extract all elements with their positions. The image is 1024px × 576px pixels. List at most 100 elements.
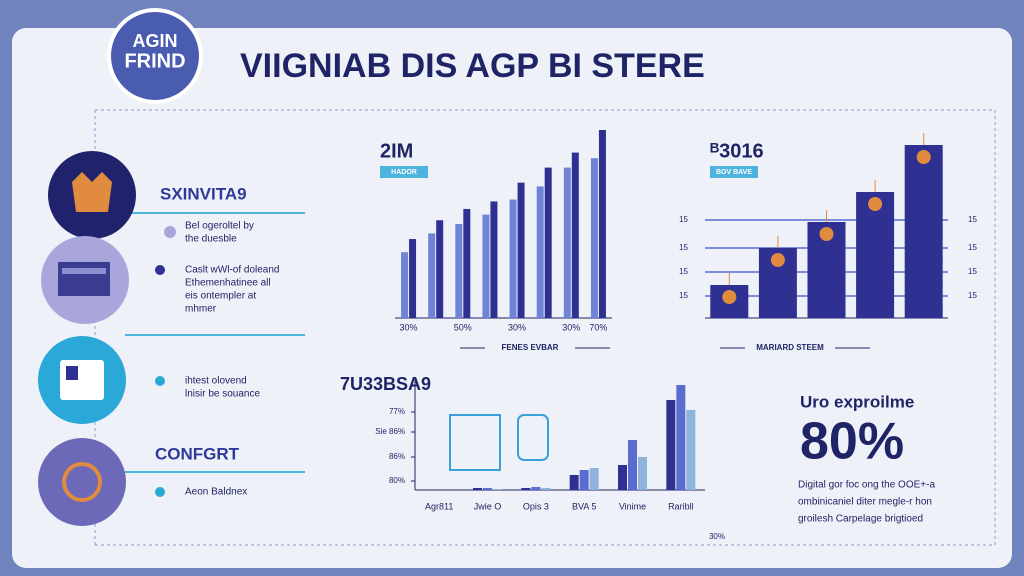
bar bbox=[521, 488, 531, 490]
x-tick-label: 30% bbox=[508, 322, 526, 332]
stat-value: 80% bbox=[800, 413, 904, 471]
x-tick-label: Raribll bbox=[668, 501, 694, 511]
icon bbox=[62, 462, 102, 502]
stat-text: groilesh Carpelage brigtioed bbox=[798, 514, 923, 525]
y-tick-label: 15 bbox=[679, 267, 688, 276]
x-tick-label: Jwie O bbox=[474, 501, 502, 511]
bar bbox=[628, 440, 637, 490]
logo-text: AGIN bbox=[133, 31, 178, 51]
badge bbox=[380, 166, 428, 178]
bar bbox=[856, 192, 895, 318]
icon bbox=[72, 172, 112, 212]
bar bbox=[536, 186, 544, 318]
bar bbox=[544, 167, 552, 318]
bar bbox=[428, 233, 436, 318]
bar bbox=[571, 152, 579, 318]
bar bbox=[579, 470, 589, 490]
bar bbox=[686, 410, 696, 490]
bar bbox=[482, 214, 490, 318]
bar bbox=[598, 130, 606, 318]
bar bbox=[904, 145, 943, 318]
bar bbox=[563, 167, 571, 318]
bar bbox=[569, 475, 579, 490]
bar bbox=[455, 224, 463, 318]
bullet bbox=[164, 226, 176, 238]
logo bbox=[107, 8, 203, 104]
y-tick-label: 15 bbox=[968, 215, 977, 224]
bar bbox=[409, 239, 417, 318]
bar bbox=[490, 201, 498, 318]
bullet bbox=[155, 487, 165, 497]
icon bbox=[517, 414, 549, 461]
bar-icon bbox=[819, 227, 834, 241]
bar bbox=[541, 488, 551, 490]
chart-subtitle: BOV BAVE bbox=[716, 169, 752, 176]
logo-text: FRIND bbox=[124, 50, 185, 72]
bar bbox=[436, 220, 444, 318]
bar bbox=[401, 252, 409, 318]
stat-text: Digital gor foc ong the OOE+-a bbox=[798, 480, 935, 491]
bullet bbox=[155, 265, 165, 275]
text: lnisir be souance bbox=[185, 389, 260, 400]
badge bbox=[710, 166, 758, 178]
x-tick-label: Vinime bbox=[619, 501, 646, 511]
y-tick-label: 15 bbox=[968, 267, 977, 276]
x-axis-label: FENES EVBAR bbox=[502, 343, 559, 352]
y-tick-label: 15 bbox=[679, 215, 688, 224]
charts: 2IM HADOR 30% 50% 30% 30% 70% FENES EVBAR ᴮ3016 B… bbox=[340, 130, 977, 541]
bar-icon bbox=[868, 197, 883, 211]
icon bbox=[58, 262, 110, 296]
chart-title: 2IM bbox=[380, 140, 413, 162]
bar bbox=[473, 488, 482, 490]
bar bbox=[531, 487, 541, 490]
axis-label-bg bbox=[485, 341, 575, 355]
y-tick-label: 86% bbox=[389, 452, 405, 461]
x-tick-label: 30% bbox=[562, 322, 580, 332]
y-tick-label: Sie 86% bbox=[375, 427, 405, 436]
text: Aeon Baldnex bbox=[185, 487, 247, 498]
bar bbox=[618, 465, 627, 490]
y-tick-label: 77% bbox=[389, 407, 405, 416]
y-tick-label: 15 bbox=[679, 243, 688, 252]
bar bbox=[483, 488, 492, 490]
bar bbox=[517, 182, 525, 318]
text: Caslt wWl-of doleand bbox=[185, 265, 279, 276]
text: mhmer bbox=[185, 304, 217, 315]
bar bbox=[493, 489, 502, 490]
heading: CONFGRT bbox=[155, 444, 240, 463]
text: Bel ogeroltel by bbox=[185, 221, 254, 232]
y-tick-label: 15 bbox=[968, 291, 977, 300]
icon bbox=[62, 268, 106, 274]
bar bbox=[590, 158, 598, 318]
text: eis ontempler at bbox=[185, 291, 256, 302]
y-tick-label: 15 bbox=[679, 291, 688, 300]
bar bbox=[463, 208, 471, 318]
x-tick-label: Opis 3 bbox=[523, 501, 549, 511]
bar-icon bbox=[916, 150, 931, 164]
bar bbox=[509, 199, 517, 318]
bar-icon bbox=[722, 290, 737, 304]
x-tick-label: Agr811 bbox=[425, 501, 453, 511]
x-tick-label: 70% bbox=[589, 322, 607, 332]
chart-subtitle: HADOR bbox=[391, 169, 417, 176]
title: VIIGNIAB DIS AGP BI STERE bbox=[240, 47, 705, 85]
y-tick-label: 80% bbox=[389, 476, 405, 485]
icon-circle bbox=[38, 438, 126, 526]
x-note: 30% bbox=[709, 532, 725, 541]
stat-heading: Uro exproilme bbox=[800, 392, 914, 411]
stat-text: ombinicaniel diter megle-r hon bbox=[798, 497, 932, 508]
heading: SXINVITA9 bbox=[160, 184, 247, 203]
x-axis-label: MARIARD STEEM bbox=[756, 343, 824, 352]
text: Ethemenhatinee all bbox=[185, 278, 271, 289]
x-tick-label: 50% bbox=[454, 322, 472, 332]
axis-label-bg bbox=[745, 341, 835, 355]
text: ihtest olovend bbox=[185, 376, 247, 387]
bar bbox=[589, 468, 599, 490]
x-tick-label: BVA 5 bbox=[572, 501, 596, 511]
chart-title: ᴮ3016 bbox=[710, 140, 764, 162]
bar-icon bbox=[770, 253, 785, 267]
chart-title: 7U33BSA9 bbox=[340, 374, 431, 394]
bar bbox=[638, 457, 647, 490]
bullet bbox=[155, 376, 165, 386]
